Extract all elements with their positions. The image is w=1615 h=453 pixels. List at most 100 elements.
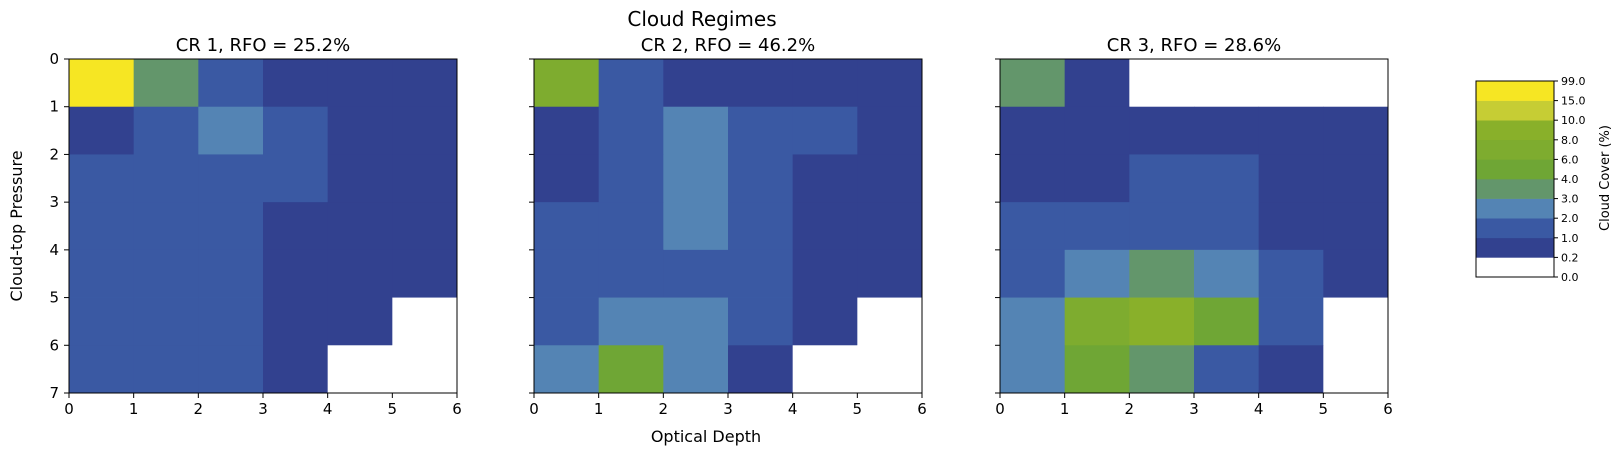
heatmap-cell — [534, 59, 600, 108]
heatmap-cell — [857, 154, 923, 203]
heatmap-cell — [792, 202, 858, 251]
heatmap-panel-cr3: CR 3, RFO = 28.6% 0 1 2 3 4 5 6 — [995, 35, 1393, 418]
heatmap-cell — [1194, 154, 1260, 203]
heatmap-cell — [198, 249, 264, 298]
heatmap-cell — [1064, 59, 1130, 108]
heatmap-cell — [1323, 106, 1389, 155]
heatmap-cell — [1258, 202, 1324, 251]
heatmap-cell — [392, 249, 458, 298]
heatmap-cell — [133, 59, 199, 108]
heatmap-cell — [663, 345, 729, 394]
y-tick-label: 0 — [49, 50, 59, 68]
heatmap-cell — [69, 297, 135, 346]
heatmap-cell — [792, 106, 858, 155]
heatmap-cell — [1194, 106, 1260, 155]
heatmap-cell — [392, 154, 458, 203]
heatmap-cell — [857, 106, 923, 155]
x-tick-label: 1 — [1060, 400, 1070, 418]
heatmap-cell — [792, 59, 858, 108]
heatmap-cell — [198, 202, 264, 251]
colorbar-segment — [1476, 198, 1554, 219]
heatmap-cell — [133, 345, 199, 394]
heatmap-cell — [663, 297, 729, 346]
heatmap-cell — [327, 249, 393, 298]
heatmap-cell — [857, 297, 923, 346]
colorbar-segment — [1476, 257, 1554, 278]
heatmap-cell — [1129, 106, 1195, 155]
heatmap-cell — [1323, 59, 1389, 108]
heatmap-cell — [1258, 249, 1324, 298]
heatmap-cell — [392, 345, 458, 394]
x-axis-label: Optical Depth — [651, 427, 761, 446]
heatmap-cell — [728, 106, 794, 155]
x-tick-label: 6 — [917, 400, 927, 418]
heatmap-cell — [728, 297, 794, 346]
colorbar-label: Cloud Cover (%) — [1598, 125, 1613, 231]
heatmap-cell — [198, 345, 264, 394]
heatmap-cell — [263, 249, 329, 298]
heatmap-cell — [663, 106, 729, 155]
y-tick-label: 7 — [49, 384, 59, 402]
heatmap-cell — [728, 154, 794, 203]
heatmap-cell — [598, 297, 664, 346]
heatmap-cell — [728, 59, 794, 108]
x-tick-label: 0 — [64, 400, 74, 418]
heatmap-cell — [263, 202, 329, 251]
heatmap-cell — [69, 59, 135, 108]
heatmap-cell — [133, 202, 199, 251]
colorbar-tick-label: 6.0 — [1561, 153, 1579, 166]
heatmap-cell — [1064, 249, 1130, 298]
heatmap-cell — [198, 297, 264, 346]
heatmap-cell — [133, 106, 199, 155]
heatmap-cell — [1129, 249, 1195, 298]
heatmap-cell — [598, 249, 664, 298]
x-tick-label: 1 — [594, 400, 604, 418]
heatmap-cell — [1064, 297, 1130, 346]
x-tick-label: 3 — [258, 400, 268, 418]
y-tick-label: 2 — [49, 145, 59, 163]
heatmap-cell — [327, 106, 393, 155]
heatmap-cell — [263, 345, 329, 394]
x-tick-label: 1 — [129, 400, 139, 418]
colorbar-tick-label: 0.2 — [1561, 251, 1579, 264]
heatmap-cell — [69, 249, 135, 298]
x-tick-label: 0 — [995, 400, 1005, 418]
heatmap-cell — [327, 202, 393, 251]
heatmap-cell — [663, 202, 729, 251]
x-tick-label: 5 — [853, 400, 863, 418]
heatmap-cell — [69, 202, 135, 251]
heatmap-cell — [263, 59, 329, 108]
heatmap-cell — [198, 154, 264, 203]
heatmap-panel-cr1: CR 1, RFO = 25.2% 0 1 2 3 4 5 6 0 1 2 3 4 5 6 7 — [49, 35, 461, 418]
heatmap-cell — [1129, 345, 1195, 394]
heatmap-cell — [327, 59, 393, 108]
heatmap-cell — [1129, 154, 1195, 203]
x-tick-label: 0 — [529, 400, 539, 418]
heatmap-cell — [1258, 345, 1324, 394]
x-tick-label: 4 — [323, 400, 333, 418]
y-axis-label: Cloud-top Pressure — [7, 150, 26, 301]
heatmap-cell — [69, 106, 135, 155]
colorbar-tick-label: 99.0 — [1561, 75, 1586, 88]
colorbar-tick-label: 2.0 — [1561, 212, 1579, 225]
heatmap-cell — [792, 345, 858, 394]
heatmap-cell — [1258, 154, 1324, 203]
x-tick-label: 4 — [788, 400, 798, 418]
heatmap-cell — [327, 297, 393, 346]
heatmap-cell — [69, 345, 135, 394]
heatmap-cell — [792, 154, 858, 203]
heatmap-cell — [1064, 202, 1130, 251]
heatmap-panel-cr2: CR 2, RFO = 46.2% 0 1 2 3 4 5 6 — [529, 35, 927, 418]
heatmap-cell — [1000, 249, 1066, 298]
heatmap-cell — [263, 106, 329, 155]
y-tick-label: 4 — [49, 241, 59, 259]
heatmap-cell — [663, 249, 729, 298]
heatmap-cell — [327, 154, 393, 203]
heatmap-cell — [1000, 106, 1066, 155]
figure-title: Cloud Regimes — [627, 7, 776, 31]
heatmap-cell — [1323, 249, 1389, 298]
panel-title: CR 1, RFO = 25.2% — [176, 35, 350, 56]
heatmap-cell — [1000, 59, 1066, 108]
panel-title: CR 2, RFO = 46.2% — [641, 35, 815, 56]
